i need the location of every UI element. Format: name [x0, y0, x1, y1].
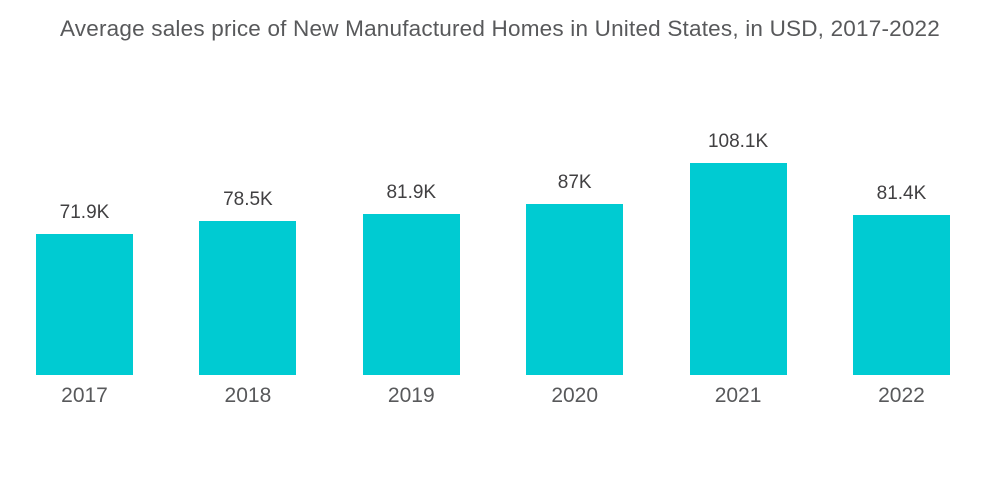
- bar-value-label: 87K: [557, 172, 592, 193]
- x-axis-tick-label: 2021: [714, 384, 762, 407]
- x-axis-tick-label: 2022: [878, 384, 925, 407]
- bar-column-2019: 81.9K: [362, 182, 460, 375]
- x-axis-category-labels: 2017 2018 2019 2020 2021 2022: [36, 384, 950, 408]
- bar-column-2018: 78.5K: [199, 189, 297, 375]
- bar: [689, 163, 787, 375]
- chart-title: Average sales price of New Manufactured …: [60, 16, 940, 41]
- bar: [852, 215, 950, 375]
- bar-column-2022: 81.4K: [852, 183, 950, 375]
- bar-value-label: 71.9K: [59, 202, 110, 223]
- bar-chart-plot-area: 71.9K 78.5K 81.9K 87K 108.1K 81.4K: [36, 120, 950, 375]
- x-axis-tick-label: 2017: [61, 384, 108, 407]
- x-axis-tick-label: 2018: [224, 384, 272, 407]
- bar: [36, 234, 133, 375]
- bar-column-2021: 108.1K: [689, 131, 787, 375]
- bar-column-2020: 87K: [526, 172, 624, 375]
- x-axis-tick-label: 2020: [551, 384, 599, 407]
- bar-value-label: 81.4K: [876, 183, 927, 204]
- bar: [526, 204, 624, 375]
- bar-value-label: 108.1K: [707, 131, 769, 152]
- bar-value-label: 81.9K: [386, 182, 437, 203]
- bar: [199, 221, 297, 375]
- bar: [362, 214, 460, 375]
- bar-column-2017: 71.9K: [36, 202, 133, 375]
- x-axis-tick-label: 2019: [387, 384, 435, 407]
- bar-value-label: 78.5K: [223, 189, 273, 210]
